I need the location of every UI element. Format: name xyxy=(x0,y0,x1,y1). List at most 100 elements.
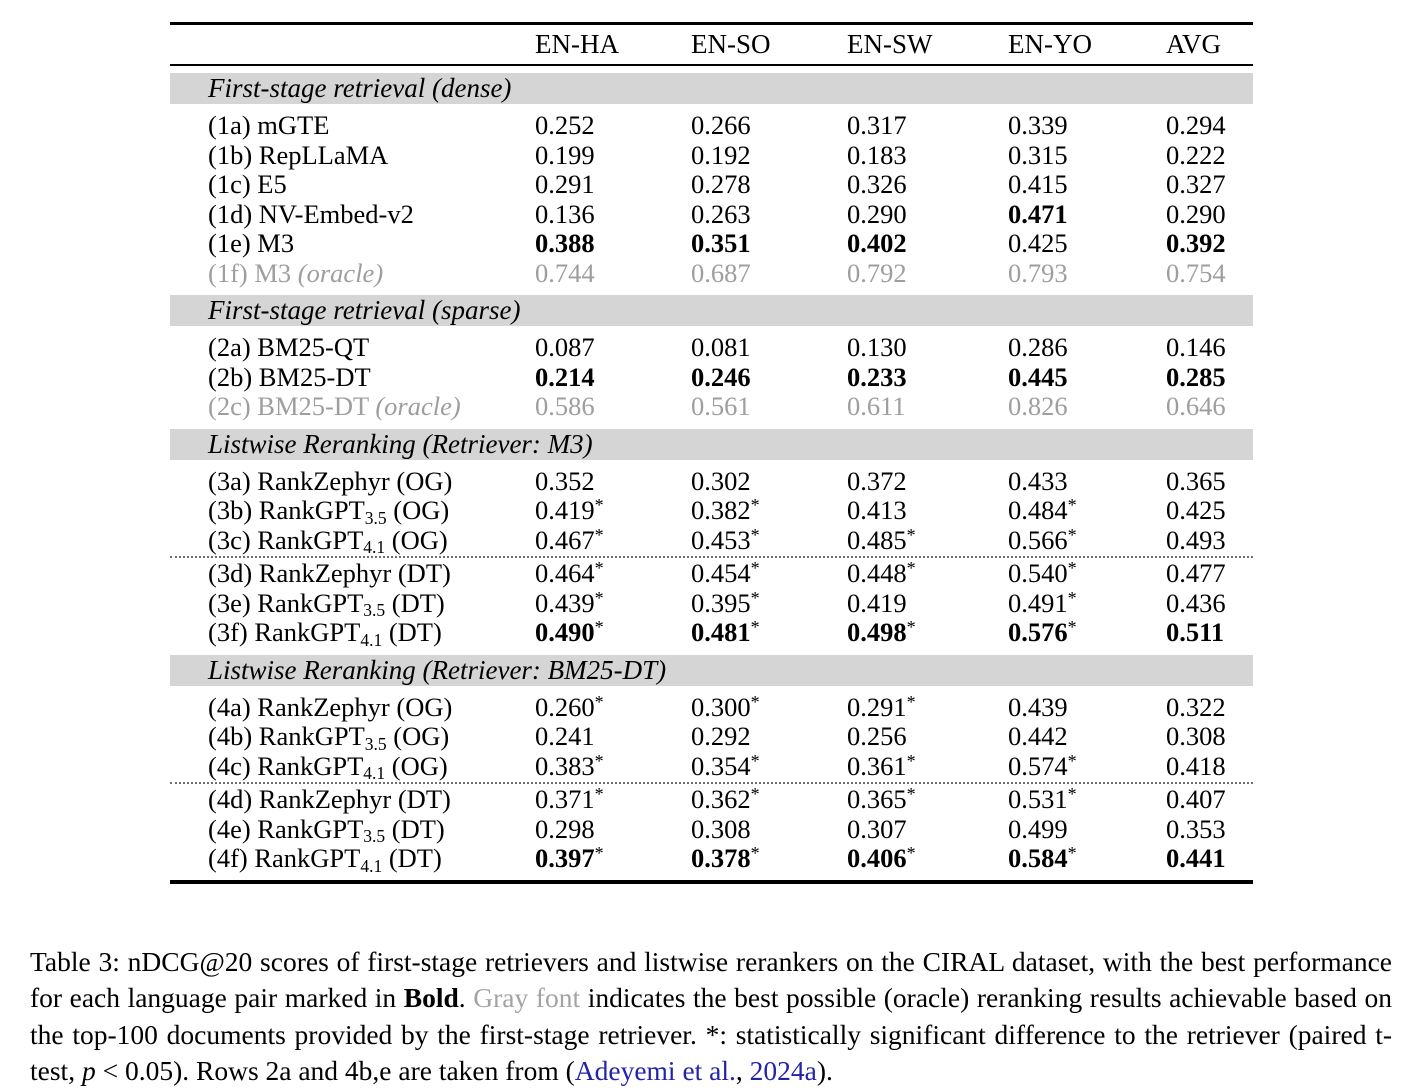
table-bottom-rule xyxy=(170,879,1253,884)
score-value: 0.302 xyxy=(691,465,751,496)
row-label: (1a) mGTE xyxy=(208,110,535,141)
score-value: 0.413 xyxy=(847,495,907,525)
score-cell: 0.317 xyxy=(847,110,1008,141)
score-value: 0.439 xyxy=(535,587,595,618)
score-value: 0.308 xyxy=(691,813,751,844)
score-cell: 0.081 xyxy=(691,332,847,363)
score-cell: 0.493 xyxy=(1166,524,1253,556)
score-value: 0.687 xyxy=(691,257,751,288)
score-cell: 0.285 xyxy=(1166,362,1253,393)
score-cell: 0.300* xyxy=(691,691,847,723)
score-cell: 0.291* xyxy=(847,691,1008,723)
score-value: 0.576 xyxy=(1008,617,1068,647)
score-cell: 0.252 xyxy=(535,110,691,141)
row-label-text: (1d) NV-Embed-v2 xyxy=(208,198,414,229)
score-value: 0.300 xyxy=(691,691,751,722)
score-cell: 0.183 xyxy=(847,139,1008,171)
table-row: (1c) E5 0.291 0.278 0.326 0.415 0.327 xyxy=(170,169,1253,200)
score-cell: 0.315 xyxy=(1008,139,1166,171)
score-cell: 0.308 xyxy=(1166,721,1253,752)
significance-star: * xyxy=(906,784,916,805)
score-cell: 0.419 xyxy=(847,587,1008,619)
score-cell: 0.222 xyxy=(1166,139,1253,171)
score-cell: 0.826 xyxy=(1008,391,1166,422)
score-value: 0.290 xyxy=(1166,198,1226,229)
row-label-text: (2b) BM25-DT xyxy=(208,361,371,392)
score-value: 0.826 xyxy=(1008,391,1068,421)
score-value: 0.378 xyxy=(691,843,751,873)
score-value: 0.327 xyxy=(1166,169,1226,199)
significance-star: * xyxy=(594,843,604,864)
score-cell: 0.308 xyxy=(691,813,847,845)
table-row: (2b) BM25-DT 0.214 0.246 0.233 0.445 0.285 xyxy=(170,361,1253,393)
significance-star: * xyxy=(750,558,760,579)
score-cell: 0.361* xyxy=(847,751,1008,782)
score-value: 0.263 xyxy=(691,198,751,229)
score-cell: 0.586 xyxy=(535,391,691,422)
score-cell: 0.433 xyxy=(1008,466,1166,497)
score-cell: 0.351 xyxy=(691,228,847,259)
score-cell: 0.199 xyxy=(535,139,691,171)
table-row: (3a) RankZephyr (OG) 0.352 0.302 0.372 0.433… xyxy=(170,465,1253,497)
score-cell: 0.290 xyxy=(1166,198,1253,230)
table-caption: Table 3: nDCG@20 scores of first-stage r… xyxy=(30,944,1392,1090)
caption-segment: , xyxy=(735,1055,750,1086)
score-cell: 0.485* xyxy=(847,525,1008,556)
score-cell: 0.754 xyxy=(1166,258,1253,289)
group-divider-dotted xyxy=(170,782,1253,784)
row-label: (4f) RankGPT4.1 (DT) xyxy=(208,843,535,874)
score-value: 0.294 xyxy=(1166,110,1226,140)
score-value: 0.371 xyxy=(535,784,595,814)
score-cell: 0.425 xyxy=(1008,228,1166,259)
model-subscript: 3.5 xyxy=(363,600,386,621)
section-header: First-stage retrieval (dense) xyxy=(170,73,1253,104)
table-top-rule xyxy=(170,22,1253,25)
score-value: 0.222 xyxy=(1166,139,1226,170)
score-value: 0.307 xyxy=(847,813,907,844)
significance-star: * xyxy=(594,750,604,771)
score-cell: 0.687 xyxy=(691,257,847,289)
score-value: 0.464 xyxy=(535,558,595,588)
row-label: (4d) RankZephyr (DT) xyxy=(208,784,535,815)
table-row: (4b) RankGPT3.5 (OG) 0.241 0.292 0.256 0.442… xyxy=(170,721,1253,752)
score-value: 0.199 xyxy=(535,139,595,170)
score-value: 0.445 xyxy=(1008,361,1068,392)
score-cell: 0.418 xyxy=(1166,751,1253,782)
score-cell: 0.646 xyxy=(1166,391,1253,422)
score-value: 0.646 xyxy=(1166,391,1226,421)
row-label: (1e) M3 xyxy=(208,228,535,259)
score-value: 0.292 xyxy=(691,721,751,751)
score-cell: 0.402 xyxy=(847,228,1008,259)
score-cell: 0.383* xyxy=(535,750,691,782)
row-label-tail: (OG) xyxy=(385,750,448,781)
caption-segment: : statistically significant difference t… xyxy=(30,1018,1392,1087)
row-label: (4c) RankGPT4.1 (OG) xyxy=(208,750,535,782)
score-cell: 0.260* xyxy=(535,692,691,723)
significance-star: * xyxy=(1067,784,1077,805)
row-label: (2b) BM25-DT xyxy=(208,361,535,393)
significance-star: * xyxy=(1067,617,1077,638)
score-value: 0.419 xyxy=(535,495,595,525)
citation-link[interactable]: Adeyemi et al. xyxy=(574,1055,736,1086)
score-value: 0.511 xyxy=(1166,617,1225,647)
citation-link[interactable]: 2024a xyxy=(749,1055,817,1086)
significance-star: * xyxy=(906,691,916,712)
score-cell: 0.327 xyxy=(1166,169,1253,200)
score-value: 0.419 xyxy=(847,587,907,618)
significance-star: * xyxy=(750,617,760,638)
score-value: 0.395 xyxy=(691,587,751,618)
score-value: 0.493 xyxy=(1166,524,1226,555)
score-value: 0.315 xyxy=(1008,139,1068,170)
score-value: 0.183 xyxy=(847,139,907,170)
score-value: 0.499 xyxy=(1008,813,1068,844)
score-cell: 0.442 xyxy=(1008,721,1166,752)
table-row: (1f) M3 (oracle) 0.744 0.687 0.792 0.793 0.75… xyxy=(170,257,1253,289)
caption-segment: Gray font xyxy=(473,982,581,1013)
score-cell: 0.294 xyxy=(1166,110,1253,141)
caption-segment: Bold xyxy=(403,982,459,1013)
score-cell: 0.413 xyxy=(847,495,1008,526)
significance-star: * xyxy=(594,495,604,516)
table-row: (1a) mGTE 0.252 0.266 0.317 0.339 0.294 xyxy=(170,110,1253,141)
score-cell: 0.511 xyxy=(1166,617,1253,648)
model-subscript: 3.5 xyxy=(363,826,386,847)
